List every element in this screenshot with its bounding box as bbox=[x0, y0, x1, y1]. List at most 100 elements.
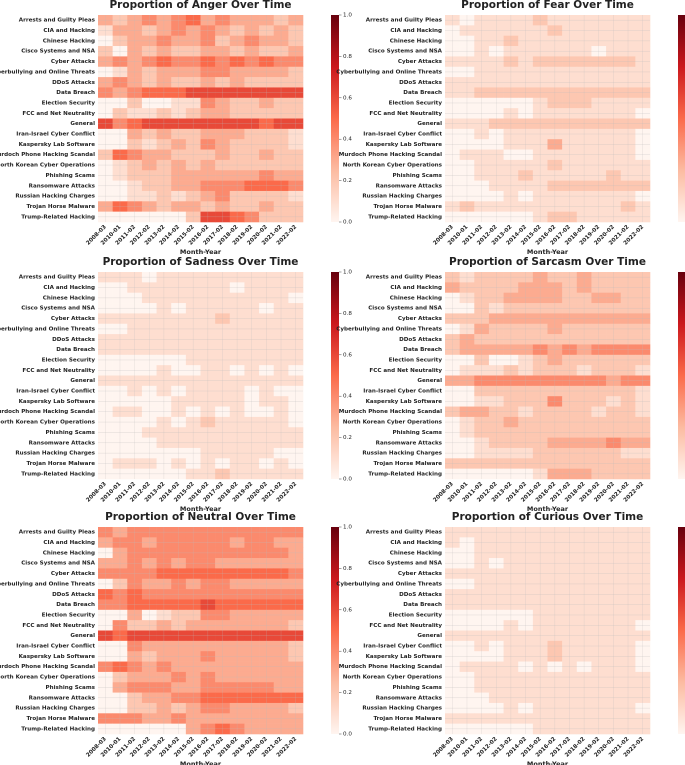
y-tick-label: Data Breach bbox=[403, 90, 442, 96]
colorbar-tick-label: 0.8 bbox=[343, 566, 352, 572]
y-tick-label: Data Breach bbox=[56, 90, 95, 96]
y-tick-label: CIA and Hacking bbox=[43, 540, 95, 546]
colorbar bbox=[331, 15, 339, 222]
y-tick-label: Arrests and Guilty Pleas bbox=[19, 275, 96, 281]
y-tick-label: Iran-Israel Cyber Conflict bbox=[16, 644, 95, 650]
y-tick-label: Cisco Systems and NSA bbox=[368, 561, 442, 567]
chart-title: Proportion of Curious Over Time bbox=[452, 511, 644, 523]
colorbar bbox=[331, 527, 339, 734]
colorbar bbox=[678, 272, 685, 479]
heatmap-panel: Proportion of Neutral Over Time Arrests a… bbox=[0, 511, 352, 765]
heatmap-panel: Proportion of Sarcasm Over Time Arrests a… bbox=[336, 256, 685, 513]
y-tick-label: CIA and Hacking bbox=[43, 28, 95, 34]
y-tick-label: Murdoch Phone Hacking Scandal bbox=[0, 409, 95, 415]
y-tick-label: Cyber Attacks bbox=[51, 571, 96, 577]
y-tick-label: Trump-Related Hacking bbox=[21, 471, 95, 477]
y-tick-label: Kaspersky Lab Software bbox=[366, 142, 443, 148]
colorbar bbox=[331, 272, 339, 479]
colorbar bbox=[678, 527, 685, 734]
colorbar-tick-label: 0.8 bbox=[343, 54, 352, 60]
y-tick-label: Cyberbullying and Online Threats bbox=[0, 326, 96, 332]
colorbar-tick-label: 0.4 bbox=[343, 394, 352, 400]
y-tick-label: General bbox=[70, 633, 95, 639]
y-tick-label: General bbox=[417, 121, 442, 127]
y-tick-label: North Korean Cyber Operations bbox=[343, 675, 443, 681]
y-tick-label: Cyberbullying and Online Threats bbox=[0, 69, 96, 75]
y-tick-label: Kaspersky Lab Software bbox=[19, 654, 96, 660]
y-tick-label: Phishing Scams bbox=[46, 173, 96, 179]
colorbar-tick-label: 1.0 bbox=[343, 13, 352, 19]
y-tick-label: North Korean Cyber Operations bbox=[0, 420, 96, 426]
y-tick-label: Data Breach bbox=[403, 602, 442, 608]
y-tick-label: Iran-Israel Cyber Conflict bbox=[363, 132, 442, 138]
colorbar bbox=[678, 15, 685, 222]
y-tick-label: Trump-Related Hacking bbox=[368, 214, 442, 220]
y-tick-label: General bbox=[417, 378, 442, 384]
y-tick-label: CIA and Hacking bbox=[390, 28, 442, 34]
y-tick-label: Data Breach bbox=[56, 602, 95, 608]
y-tick-label: Arrests and Guilty Pleas bbox=[19, 530, 96, 536]
y-tick-label: Cisco Systems and NSA bbox=[21, 561, 95, 567]
y-tick-label: Ransomware Attacks bbox=[376, 440, 443, 446]
y-tick-label: FCC and Net Neutrality bbox=[22, 111, 95, 117]
x-axis-label: Month-Year bbox=[180, 505, 222, 513]
y-tick-label: Arrests and Guilty Pleas bbox=[366, 530, 443, 536]
y-tick-label: Trump-Related Hacking bbox=[21, 214, 95, 220]
chart-title: Proportion of Sarcasm Over Time bbox=[449, 256, 646, 268]
y-tick-label: North Korean Cyber Operations bbox=[0, 675, 96, 681]
y-tick-label: Chinese Hacking bbox=[390, 295, 442, 301]
y-tick-label: Cyber Attacks bbox=[398, 316, 443, 322]
y-tick-label: Cyber Attacks bbox=[398, 571, 443, 577]
y-tick-label: Kaspersky Lab Software bbox=[366, 654, 443, 660]
y-tick-label: Iran-Israel Cyber Conflict bbox=[16, 389, 95, 395]
chart-title: Proportion of Fear Over Time bbox=[461, 0, 634, 11]
y-tick-label: Trump-Related Hacking bbox=[368, 471, 442, 477]
chart-title: Proportion of Neutral Over Time bbox=[105, 511, 296, 523]
y-tick-label: General bbox=[70, 378, 95, 384]
y-tick-label: FCC and Net Neutrality bbox=[369, 368, 442, 374]
x-axis-label: Month-Year bbox=[527, 760, 569, 765]
y-tick-label: Cisco Systems and NSA bbox=[368, 49, 442, 55]
y-tick-label: Cisco Systems and NSA bbox=[21, 49, 95, 55]
y-tick-label: Cisco Systems and NSA bbox=[368, 306, 442, 312]
y-tick-label: Trojan Horse Malware bbox=[373, 461, 442, 467]
y-tick-label: Trojan Horse Malware bbox=[26, 461, 95, 467]
y-tick-label: Arrests and Guilty Pleas bbox=[366, 275, 443, 281]
y-tick-label: General bbox=[70, 121, 95, 127]
y-tick-label: Kaspersky Lab Software bbox=[19, 142, 96, 148]
y-tick-label: Election Security bbox=[42, 612, 96, 618]
y-tick-label: Cyber Attacks bbox=[51, 59, 96, 65]
y-tick-label: Trojan Horse Malware bbox=[373, 204, 442, 210]
y-tick-label: CIA and Hacking bbox=[390, 285, 442, 291]
y-tick-label: Cyberbullying and Online Threats bbox=[0, 581, 96, 587]
y-tick-label: Phishing Scams bbox=[393, 173, 443, 179]
y-tick-label: Iran-Israel Cyber Conflict bbox=[16, 132, 95, 138]
y-tick-label: Arrests and Guilty Pleas bbox=[19, 18, 96, 24]
colorbar-tick-label: 0.2 bbox=[343, 690, 352, 696]
y-tick-label: Ransomware Attacks bbox=[29, 695, 96, 701]
y-tick-label: Ransomware Attacks bbox=[29, 440, 96, 446]
y-tick-label: Chinese Hacking bbox=[390, 38, 442, 44]
y-tick-label: Murdoch Phone Hacking Scandal bbox=[339, 152, 442, 158]
colorbar-tick-label: 0.0 bbox=[343, 220, 352, 226]
y-tick-label: Phishing Scams bbox=[393, 430, 443, 436]
y-tick-label: Cyber Attacks bbox=[398, 59, 443, 65]
y-tick-label: Murdoch Phone Hacking Scandal bbox=[0, 664, 95, 670]
colorbar-tick-label: 0.4 bbox=[343, 649, 352, 655]
y-tick-label: Election Security bbox=[42, 100, 96, 106]
y-tick-label: FCC and Net Neutrality bbox=[22, 623, 95, 629]
y-tick-label: Chinese Hacking bbox=[43, 38, 95, 44]
x-axis-label: Month-Year bbox=[527, 248, 569, 256]
y-tick-label: FCC and Net Neutrality bbox=[369, 623, 442, 629]
heatmap-panel: Proportion of Fear Over Time Arrests and … bbox=[336, 0, 685, 256]
y-tick-label: Trump-Related Hacking bbox=[21, 726, 95, 732]
y-tick-label: Phishing Scams bbox=[46, 685, 96, 691]
heatmap-panel: Proportion of Sadness Over Time Arrests a… bbox=[0, 256, 352, 513]
y-tick-label: Trojan Horse Malware bbox=[26, 204, 95, 210]
colorbar-tick-label: 0.0 bbox=[343, 732, 352, 738]
y-tick-label: Chinese Hacking bbox=[43, 295, 95, 301]
y-tick-label: Kaspersky Lab Software bbox=[366, 399, 443, 405]
y-tick-label: Murdoch Phone Hacking Scandal bbox=[339, 664, 442, 670]
colorbar-tick-label: 1.0 bbox=[343, 270, 352, 276]
heatmap-panel: Proportion of Anger Over Time Arrests and… bbox=[0, 0, 352, 256]
